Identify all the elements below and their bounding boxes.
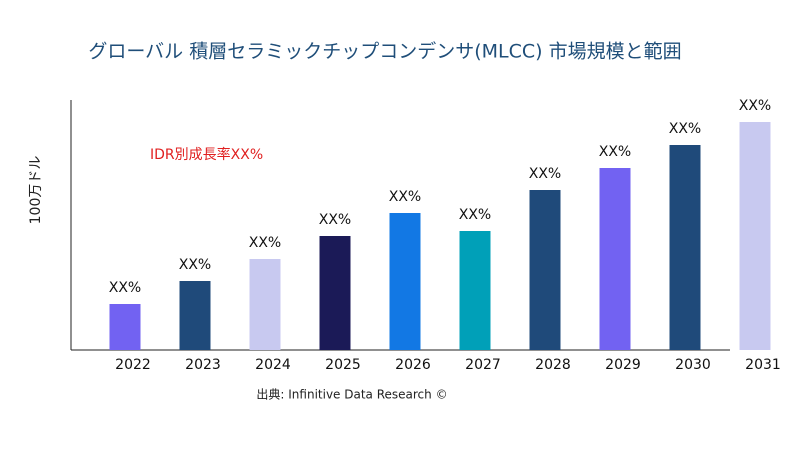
value-label: XX% (319, 212, 351, 228)
x-tick-label: 2029 (605, 357, 641, 373)
value-label: XX% (249, 235, 281, 251)
value-label: XX% (669, 121, 701, 137)
x-tick-label: 2027 (465, 357, 501, 373)
x-tick-label: 2022 (115, 357, 151, 373)
x-tick-label: 2028 (535, 357, 571, 373)
value-label: XX% (599, 144, 631, 160)
bar (179, 281, 211, 350)
bar (319, 236, 351, 350)
value-label: XX% (459, 207, 491, 223)
bar (459, 231, 491, 350)
value-label: XX% (739, 98, 771, 114)
bar (109, 304, 141, 350)
bar (599, 168, 631, 350)
x-tick-label: 2026 (395, 357, 431, 373)
chart-title: グローバル 積層セラミックチップコンデンサ(MLCC) 市場規模と範囲 (88, 41, 681, 63)
value-label: XX% (389, 189, 421, 205)
source: 出典: Infinitive Data Research © (256, 388, 447, 402)
value-label: XX% (529, 166, 561, 182)
x-tick-label: 2025 (325, 357, 361, 373)
x-tick-label: 2023 (185, 357, 221, 373)
value-label: XX% (179, 257, 211, 273)
value-label: XX% (109, 280, 141, 296)
bar (249, 259, 281, 350)
x-tick-label: 2030 (675, 357, 711, 373)
bar (529, 190, 561, 350)
y-axis-label: 100万ドル (28, 156, 44, 225)
bar (739, 122, 771, 350)
bar (669, 145, 701, 350)
bar (389, 213, 421, 350)
annotation: IDR別成長率XX% (150, 146, 263, 163)
x-tick-label: 2024 (255, 357, 291, 373)
x-tick-label: 2031 (745, 357, 781, 373)
